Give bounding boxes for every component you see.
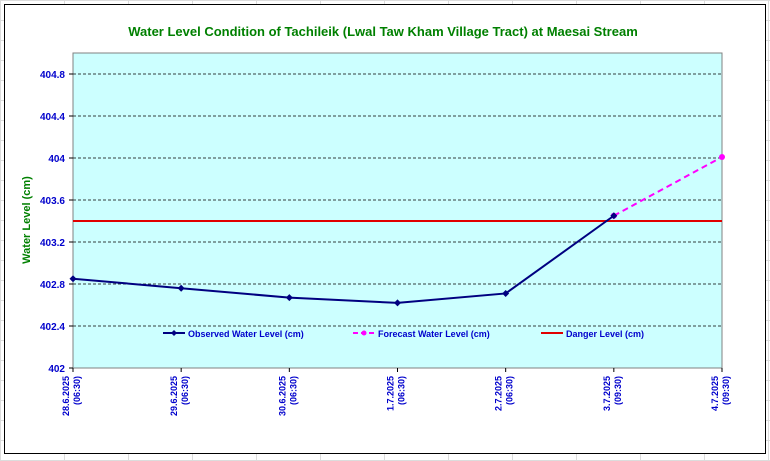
legend-marker xyxy=(171,330,177,336)
y-tick-label: 402.8 xyxy=(40,280,65,291)
data-point-observed xyxy=(610,212,618,220)
data-point-observed xyxy=(285,294,293,302)
legend-label: Observed Water Level (cm) xyxy=(188,329,304,339)
y-axis-label: Water Level (cm) xyxy=(21,176,33,264)
legend-label: Danger Level (cm) xyxy=(566,329,644,339)
series-line-observed xyxy=(72,214,615,304)
x-tick-label-line: 30.6.2025 xyxy=(277,376,287,416)
legend[interactable]: Observed Water Level (cm) Forecast Water … xyxy=(163,329,644,339)
data-point-observed xyxy=(394,299,401,307)
y-tick-label: 402 xyxy=(48,364,65,375)
series-group xyxy=(69,153,725,307)
x-tick-label-line: 3.7.2025 xyxy=(602,376,612,411)
data-point-observed xyxy=(69,275,77,283)
y-axis: 402 402.4 402.8 403.2 403.6 404 404.4 404.8 xyxy=(40,70,73,375)
y-tick-label: 404 xyxy=(48,154,65,165)
x-tick-label-line: (06:30) xyxy=(288,376,298,405)
chart-title: Water Level Condition of Tachileik (Lwal… xyxy=(128,24,638,39)
x-tick-label-line: 29.6.2025 xyxy=(169,376,179,416)
x-tick-label: 28.6.2025 (06:30) xyxy=(61,376,82,416)
x-tick-label: 4.7.2025 (09:30) xyxy=(710,376,731,411)
x-tick-label: 2.7.2025 (06:30) xyxy=(494,376,515,411)
x-axis: 28.6.2025 (06:30) 29.6.2025 (06:30) 30.6.202… xyxy=(61,368,731,416)
data-point-observed xyxy=(177,284,185,292)
legend-label: Forecast Water Level (cm) xyxy=(378,329,490,339)
x-tick-label: 30.6.2025 (06:30) xyxy=(277,376,298,416)
x-tick-label: 29.6.2025 (06:30) xyxy=(169,376,190,416)
legend-marker xyxy=(361,330,367,336)
x-tick-label-line: (06:30) xyxy=(180,376,190,405)
x-tick-label-line: 2.7.2025 xyxy=(494,376,504,411)
x-tick-label: 3.7.2025 (09:30) xyxy=(602,376,623,411)
x-tick-label-line: (09:30) xyxy=(721,376,731,405)
x-tick-label-line: (06:30) xyxy=(505,376,515,405)
series-line-forecast xyxy=(613,156,723,217)
y-tick-label: 403.2 xyxy=(40,238,65,249)
x-tick-label-line: 4.7.2025 xyxy=(710,376,720,411)
y-tick-label: 403.6 xyxy=(40,196,65,207)
data-point-observed xyxy=(502,289,510,297)
x-tick-label: 1.7.2025 (06:30) xyxy=(386,376,407,411)
x-tick-label-line: 28.6.2025 xyxy=(61,376,71,416)
data-point-forecast xyxy=(719,153,725,160)
y-tick-label: 404.8 xyxy=(40,70,65,81)
plot-area xyxy=(72,52,723,369)
x-tick-label-line: (06:30) xyxy=(397,376,407,405)
y-tick-label: 404.4 xyxy=(40,112,65,123)
x-tick-label-line: 1.7.2025 xyxy=(386,376,396,411)
x-tick-label-line: (09:30) xyxy=(613,376,623,405)
gridlines xyxy=(73,73,722,327)
y-tick-label: 402.4 xyxy=(40,322,65,333)
x-tick-label-line: (06:30) xyxy=(72,376,82,405)
